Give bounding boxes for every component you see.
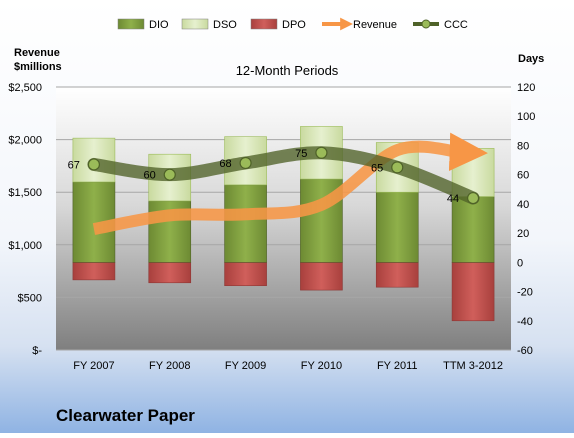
- x-tick-label: FY 2009: [225, 360, 266, 372]
- revenue-line: [92, 132, 488, 235]
- ccc-data-label: 60: [144, 170, 156, 182]
- ccc-data-label: 68: [219, 158, 231, 170]
- bar-dpo: [300, 262, 343, 291]
- left-tick-label: $1,000: [8, 240, 42, 252]
- right-tick-label: 20: [517, 228, 529, 240]
- right-tick-label: -20: [517, 287, 533, 299]
- ccc-data-label: 44: [447, 193, 459, 205]
- bar-dpo: [224, 262, 267, 287]
- ccc-data-label: 75: [295, 148, 307, 160]
- ccc-point: [239, 156, 252, 170]
- legend: DIO DSO DPO Revenue CCC: [117, 17, 468, 31]
- ccc-point: [466, 191, 480, 205]
- right-tick-label: 80: [517, 140, 529, 152]
- legend-label-ccc: CCC: [444, 19, 468, 31]
- bar-dio: [224, 184, 267, 263]
- gridlines: [56, 86, 511, 351]
- legend-swatch-dso: [181, 18, 209, 30]
- right-axis-title: Days: [518, 53, 544, 65]
- bar-dpo: [451, 262, 495, 322]
- right-tick-label: -60: [517, 345, 533, 357]
- left-axis-title-line2: $millions: [14, 61, 62, 73]
- legend-label-dpo: DPO: [282, 19, 306, 31]
- lines: 67 60 68 75 65 44: [68, 132, 488, 235]
- x-axis-ticks: FY 2007 FY 2008 FY 2009 FY 2010 FY 2011 TTM 3…: [73, 360, 503, 372]
- legend-swatch-ccc-marker: [421, 19, 431, 29]
- right-tick-label: -40: [517, 316, 533, 328]
- right-tick-label: 100: [517, 111, 535, 123]
- left-axis-ticks: $- $500 $1,000 $1,500 $2,000 $2,500: [8, 82, 42, 357]
- right-tick-label: 120: [517, 82, 535, 94]
- ccc-point: [315, 146, 328, 159]
- x-tick-label: FY 2007: [73, 360, 114, 372]
- bar-dio: [375, 191, 419, 263]
- x-tick-label: FY 2010: [301, 360, 342, 372]
- ccc-data-label: 67: [68, 159, 80, 171]
- left-tick-label: $2,500: [8, 82, 42, 94]
- bar-dpo: [72, 262, 116, 281]
- legend-swatch-dpo: [250, 18, 278, 30]
- legend-label-revenue: Revenue: [353, 19, 397, 31]
- company-name: Clearwater Paper: [56, 406, 195, 425]
- chart-title: 12-Month Periods: [236, 63, 339, 78]
- legend-swatch-dio: [117, 18, 145, 30]
- legend-label-dso: DSO: [213, 19, 237, 31]
- right-tick-label: 60: [517, 170, 529, 182]
- bar-dio: [451, 196, 495, 263]
- bar-dpo: [148, 262, 192, 284]
- right-axis-ticks: -60 -40 -20 0 20 40 60 80 100 120: [517, 82, 535, 357]
- x-tick-label: FY 2011: [377, 360, 418, 372]
- ccc-point: [391, 161, 404, 174]
- left-tick-label: $2,000: [8, 135, 42, 147]
- x-tick-label: FY 2008: [149, 360, 190, 372]
- left-tick-label: $1,500: [8, 187, 42, 199]
- ccc-point: [87, 158, 101, 171]
- left-tick-label: $-: [32, 345, 42, 357]
- x-tick-label: TTM 3-2012: [443, 360, 503, 372]
- left-axis-title-line1: Revenue: [14, 47, 60, 59]
- left-tick-label: $500: [18, 292, 42, 304]
- ccc-data-label: 65: [371, 162, 383, 174]
- right-tick-label: 40: [517, 199, 529, 211]
- bar-dpo: [375, 262, 419, 288]
- legend-label-dio: DIO: [149, 19, 169, 31]
- right-tick-label: 0: [517, 257, 523, 269]
- ccc-point: [163, 168, 176, 181]
